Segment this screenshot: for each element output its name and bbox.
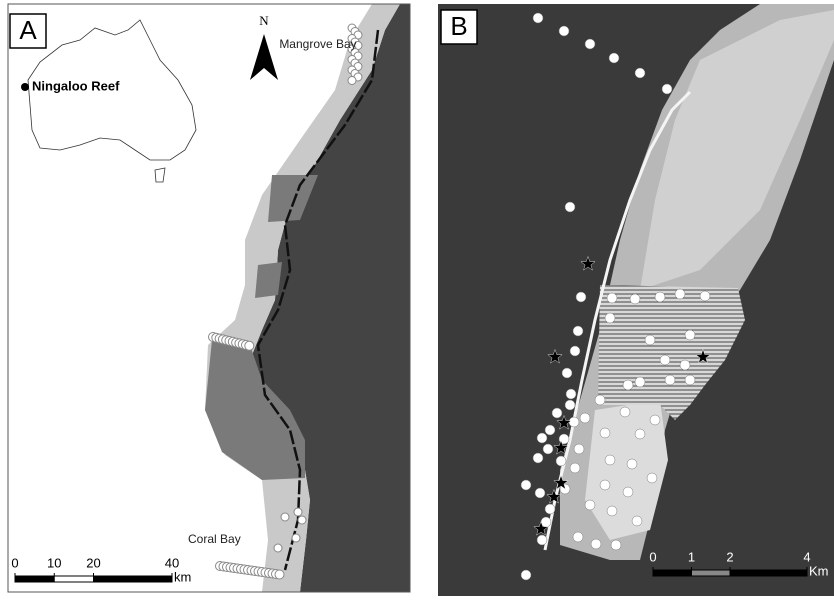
place-label: Mangrove Bay bbox=[279, 37, 356, 51]
site bbox=[580, 413, 590, 423]
site bbox=[562, 368, 572, 378]
site bbox=[521, 480, 531, 490]
site bbox=[543, 444, 553, 454]
site bbox=[521, 570, 531, 580]
site bbox=[565, 400, 575, 410]
site bbox=[570, 463, 580, 473]
scale-segment bbox=[653, 570, 692, 576]
site bbox=[275, 570, 284, 579]
site bbox=[620, 407, 630, 417]
north-label: N bbox=[259, 13, 269, 28]
site bbox=[595, 395, 605, 405]
site bbox=[623, 487, 633, 497]
figure: Ningaloo Reef A N Mangrove Bay Coral Bay… bbox=[0, 0, 834, 596]
site bbox=[565, 202, 575, 212]
site bbox=[566, 389, 576, 399]
site bbox=[650, 415, 660, 425]
site bbox=[600, 480, 610, 490]
scale-label: 2 bbox=[726, 549, 733, 564]
place-label: Coral Bay bbox=[188, 532, 241, 546]
inset-tasmania bbox=[155, 168, 165, 182]
site bbox=[348, 77, 356, 85]
site bbox=[680, 360, 690, 370]
scale-segment bbox=[54, 576, 93, 582]
scale-label: 0 bbox=[11, 555, 18, 570]
site bbox=[685, 330, 695, 340]
site bbox=[535, 488, 545, 498]
site bbox=[298, 516, 306, 524]
site bbox=[632, 516, 642, 526]
site bbox=[665, 375, 675, 385]
site bbox=[552, 408, 562, 418]
site bbox=[630, 294, 640, 304]
site bbox=[605, 313, 615, 323]
site bbox=[545, 504, 555, 514]
site bbox=[623, 380, 633, 390]
site bbox=[675, 289, 685, 299]
location-marker bbox=[21, 83, 29, 91]
site bbox=[576, 292, 586, 302]
site bbox=[274, 544, 282, 552]
scale-segment bbox=[15, 576, 54, 582]
page: Ningaloo Reef A N Mangrove Bay Coral Bay… bbox=[0, 0, 834, 601]
site bbox=[647, 473, 657, 483]
scale-unit: km bbox=[174, 569, 191, 584]
scale-unit: Km bbox=[809, 563, 829, 578]
scale-label: 10 bbox=[47, 555, 61, 570]
site bbox=[655, 292, 665, 302]
site bbox=[556, 456, 566, 466]
site bbox=[635, 429, 645, 439]
site bbox=[609, 53, 619, 63]
site bbox=[627, 459, 637, 469]
site bbox=[573, 326, 583, 336]
scale-segment bbox=[94, 576, 173, 582]
site bbox=[281, 513, 289, 521]
site bbox=[685, 375, 695, 385]
site bbox=[607, 506, 617, 516]
site bbox=[573, 532, 583, 542]
site bbox=[537, 535, 547, 545]
scale-label: 0 bbox=[649, 549, 656, 564]
site bbox=[533, 453, 543, 463]
site bbox=[545, 425, 555, 435]
site bbox=[645, 335, 655, 345]
site bbox=[537, 433, 547, 443]
site bbox=[574, 444, 584, 454]
site bbox=[559, 26, 569, 36]
site bbox=[294, 508, 302, 516]
inset-label: Ningaloo Reef bbox=[32, 78, 120, 93]
site bbox=[700, 291, 710, 301]
site bbox=[662, 84, 672, 94]
site bbox=[611, 540, 621, 550]
site bbox=[585, 500, 595, 510]
scale-label: 20 bbox=[86, 555, 100, 570]
site bbox=[605, 455, 615, 465]
site bbox=[585, 39, 595, 49]
scale-label: 4 bbox=[803, 549, 810, 564]
site bbox=[607, 293, 617, 303]
scale-label: 40 bbox=[165, 555, 179, 570]
site bbox=[591, 539, 601, 549]
panel-b: B 0 1 2 4Km bbox=[438, 4, 834, 596]
site bbox=[660, 355, 670, 365]
site bbox=[635, 377, 645, 387]
site bbox=[292, 534, 300, 542]
site bbox=[533, 13, 543, 23]
site bbox=[569, 417, 579, 427]
scale-segment bbox=[730, 570, 807, 576]
site bbox=[635, 68, 645, 78]
scale-label: 1 bbox=[688, 549, 695, 564]
sanctuary-zone bbox=[255, 262, 282, 298]
panel-label: B bbox=[450, 11, 467, 41]
site bbox=[600, 428, 610, 438]
site bbox=[570, 346, 580, 356]
scale-segment bbox=[692, 570, 731, 576]
panel-a: Ningaloo Reef A N Mangrove Bay Coral Bay… bbox=[8, 4, 410, 592]
panel-label: A bbox=[19, 15, 37, 45]
site bbox=[245, 341, 254, 350]
